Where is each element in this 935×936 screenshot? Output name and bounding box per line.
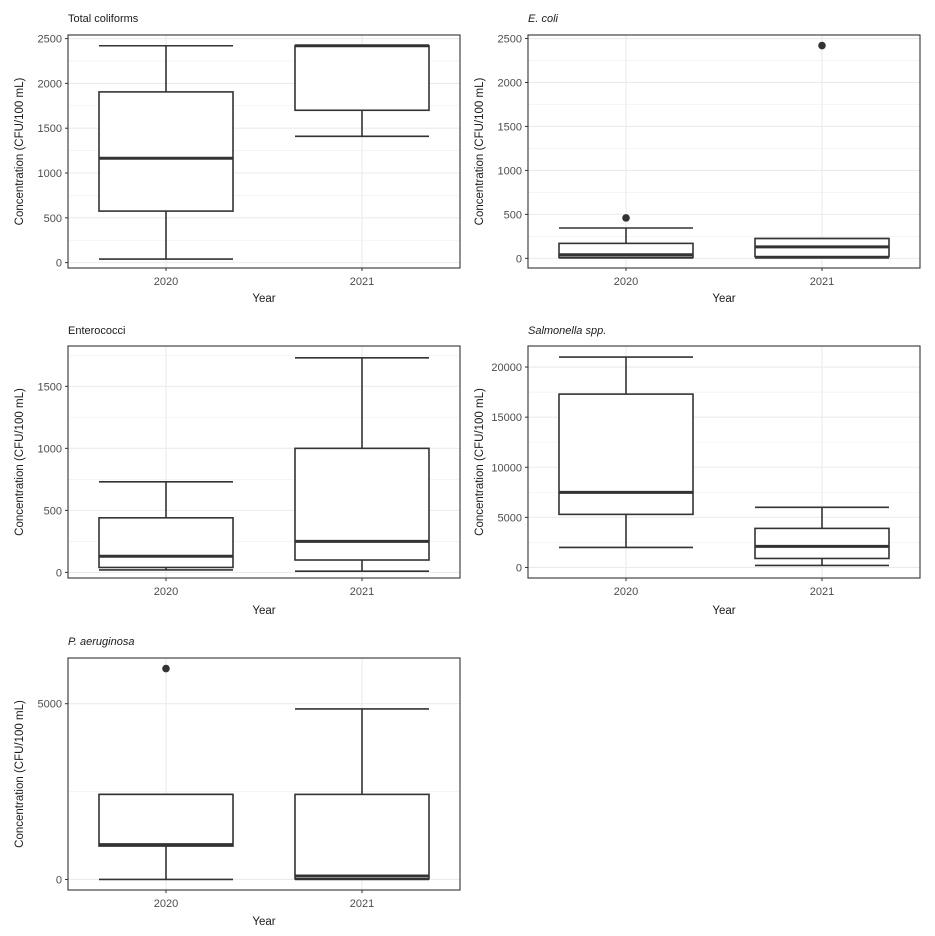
box-2021 xyxy=(294,708,430,881)
panel-2: E. coli 0 500 1000 1500 2000 2500 2020 2021 Year C… xyxy=(474,13,921,305)
y-tick-label: 1000 xyxy=(38,443,62,455)
x-tick-label: 2020 xyxy=(154,276,178,288)
box-2021 xyxy=(754,41,890,259)
box-2020 xyxy=(98,664,234,881)
x-axis-label: Year xyxy=(252,605,275,617)
iqr-box xyxy=(98,517,234,569)
box-2020 xyxy=(558,356,694,549)
y-tick-label: 1500 xyxy=(38,381,62,393)
box-2021 xyxy=(754,506,890,567)
iqr-box xyxy=(294,447,430,561)
iqr-box xyxy=(98,91,234,212)
x-tick-label: 2021 xyxy=(350,898,374,910)
box-2020 xyxy=(558,214,694,259)
panel-border xyxy=(527,345,921,579)
y-tick-label: 5000 xyxy=(38,699,62,711)
box-2021 xyxy=(294,356,430,572)
y-tick-label: 500 xyxy=(504,209,522,221)
y-tick-label: 15000 xyxy=(491,412,522,424)
x-tick-label: 2020 xyxy=(154,586,178,598)
y-tick-label: 500 xyxy=(44,505,62,517)
x-tick-label: 2020 xyxy=(154,898,178,910)
outlier-point xyxy=(818,41,826,50)
panel-1: Total coliforms 0 500 1000 1500 2000 2500 2020 2… xyxy=(14,13,461,305)
panel-border xyxy=(67,657,461,891)
y-tick-label: 1500 xyxy=(38,123,62,135)
box-2021 xyxy=(294,44,430,138)
x-tick-label: 2020 xyxy=(614,586,638,598)
y-axis-label: Concentration (CFU/100 mL) xyxy=(14,700,26,848)
x-tick-label: 2021 xyxy=(810,586,834,598)
iqr-box xyxy=(294,44,430,112)
y-tick-label: 5000 xyxy=(498,512,522,524)
x-axis-label: Year xyxy=(252,293,275,305)
panel-border xyxy=(527,34,921,269)
box-2020 xyxy=(98,481,234,571)
y-tick-label: 0 xyxy=(516,562,522,574)
y-tick-label: 0 xyxy=(56,567,62,579)
outlier-point xyxy=(162,664,170,673)
x-tick-label: 2020 xyxy=(614,276,638,288)
panel-3: Enterococci 0 500 1000 1500 2020 2021 Year Conce… xyxy=(14,325,461,617)
y-tick-label: 500 xyxy=(44,213,62,225)
panel-title: Salmonella spp. xyxy=(528,325,606,337)
y-tick-label: 2000 xyxy=(498,77,522,89)
x-axis-label: Year xyxy=(712,605,735,617)
y-tick-label: 0 xyxy=(56,258,62,270)
y-tick-label: 2500 xyxy=(38,34,62,46)
panel-5: P. aeruginosa 0 5000 2020 2021 Year Concentrat… xyxy=(14,636,461,928)
panel-border xyxy=(67,34,461,269)
y-tick-label: 1000 xyxy=(38,168,62,180)
iqr-box xyxy=(294,793,430,880)
y-tick-label: 10000 xyxy=(491,462,522,474)
y-tick-label: 0 xyxy=(56,874,62,886)
x-tick-label: 2021 xyxy=(350,586,374,598)
x-tick-label: 2021 xyxy=(810,276,834,288)
y-tick-label: 0 xyxy=(516,253,522,265)
x-axis-label: Year xyxy=(712,293,735,305)
x-tick-label: 2021 xyxy=(350,276,374,288)
y-axis-label: Concentration (CFU/100 mL) xyxy=(474,388,486,536)
panel-border xyxy=(67,345,461,579)
panel-4: Salmonella spp. 0 5000 10000 15000 20000 2020 2… xyxy=(474,325,921,617)
iqr-box xyxy=(754,527,890,560)
panel-title: Enterococci xyxy=(68,325,125,337)
iqr-box xyxy=(98,793,234,847)
panel-title: P. aeruginosa xyxy=(68,636,134,648)
panel-title: Total coliforms xyxy=(68,13,139,25)
y-tick-label: 2500 xyxy=(498,34,522,46)
y-axis-label: Concentration (CFU/100 mL) xyxy=(474,78,486,226)
x-axis-label: Year xyxy=(252,916,275,928)
iqr-box xyxy=(558,393,694,516)
box-2020 xyxy=(98,44,234,260)
y-tick-label: 20000 xyxy=(491,362,522,374)
y-tick-label: 1000 xyxy=(498,165,522,177)
panel-title: E. coli xyxy=(528,13,559,25)
y-axis-label: Concentration (CFU/100 mL) xyxy=(14,388,26,536)
y-axis-label: Concentration (CFU/100 mL) xyxy=(14,78,26,226)
y-tick-label: 1500 xyxy=(498,121,522,133)
y-tick-label: 2000 xyxy=(38,78,62,90)
outlier-point xyxy=(622,214,630,222)
